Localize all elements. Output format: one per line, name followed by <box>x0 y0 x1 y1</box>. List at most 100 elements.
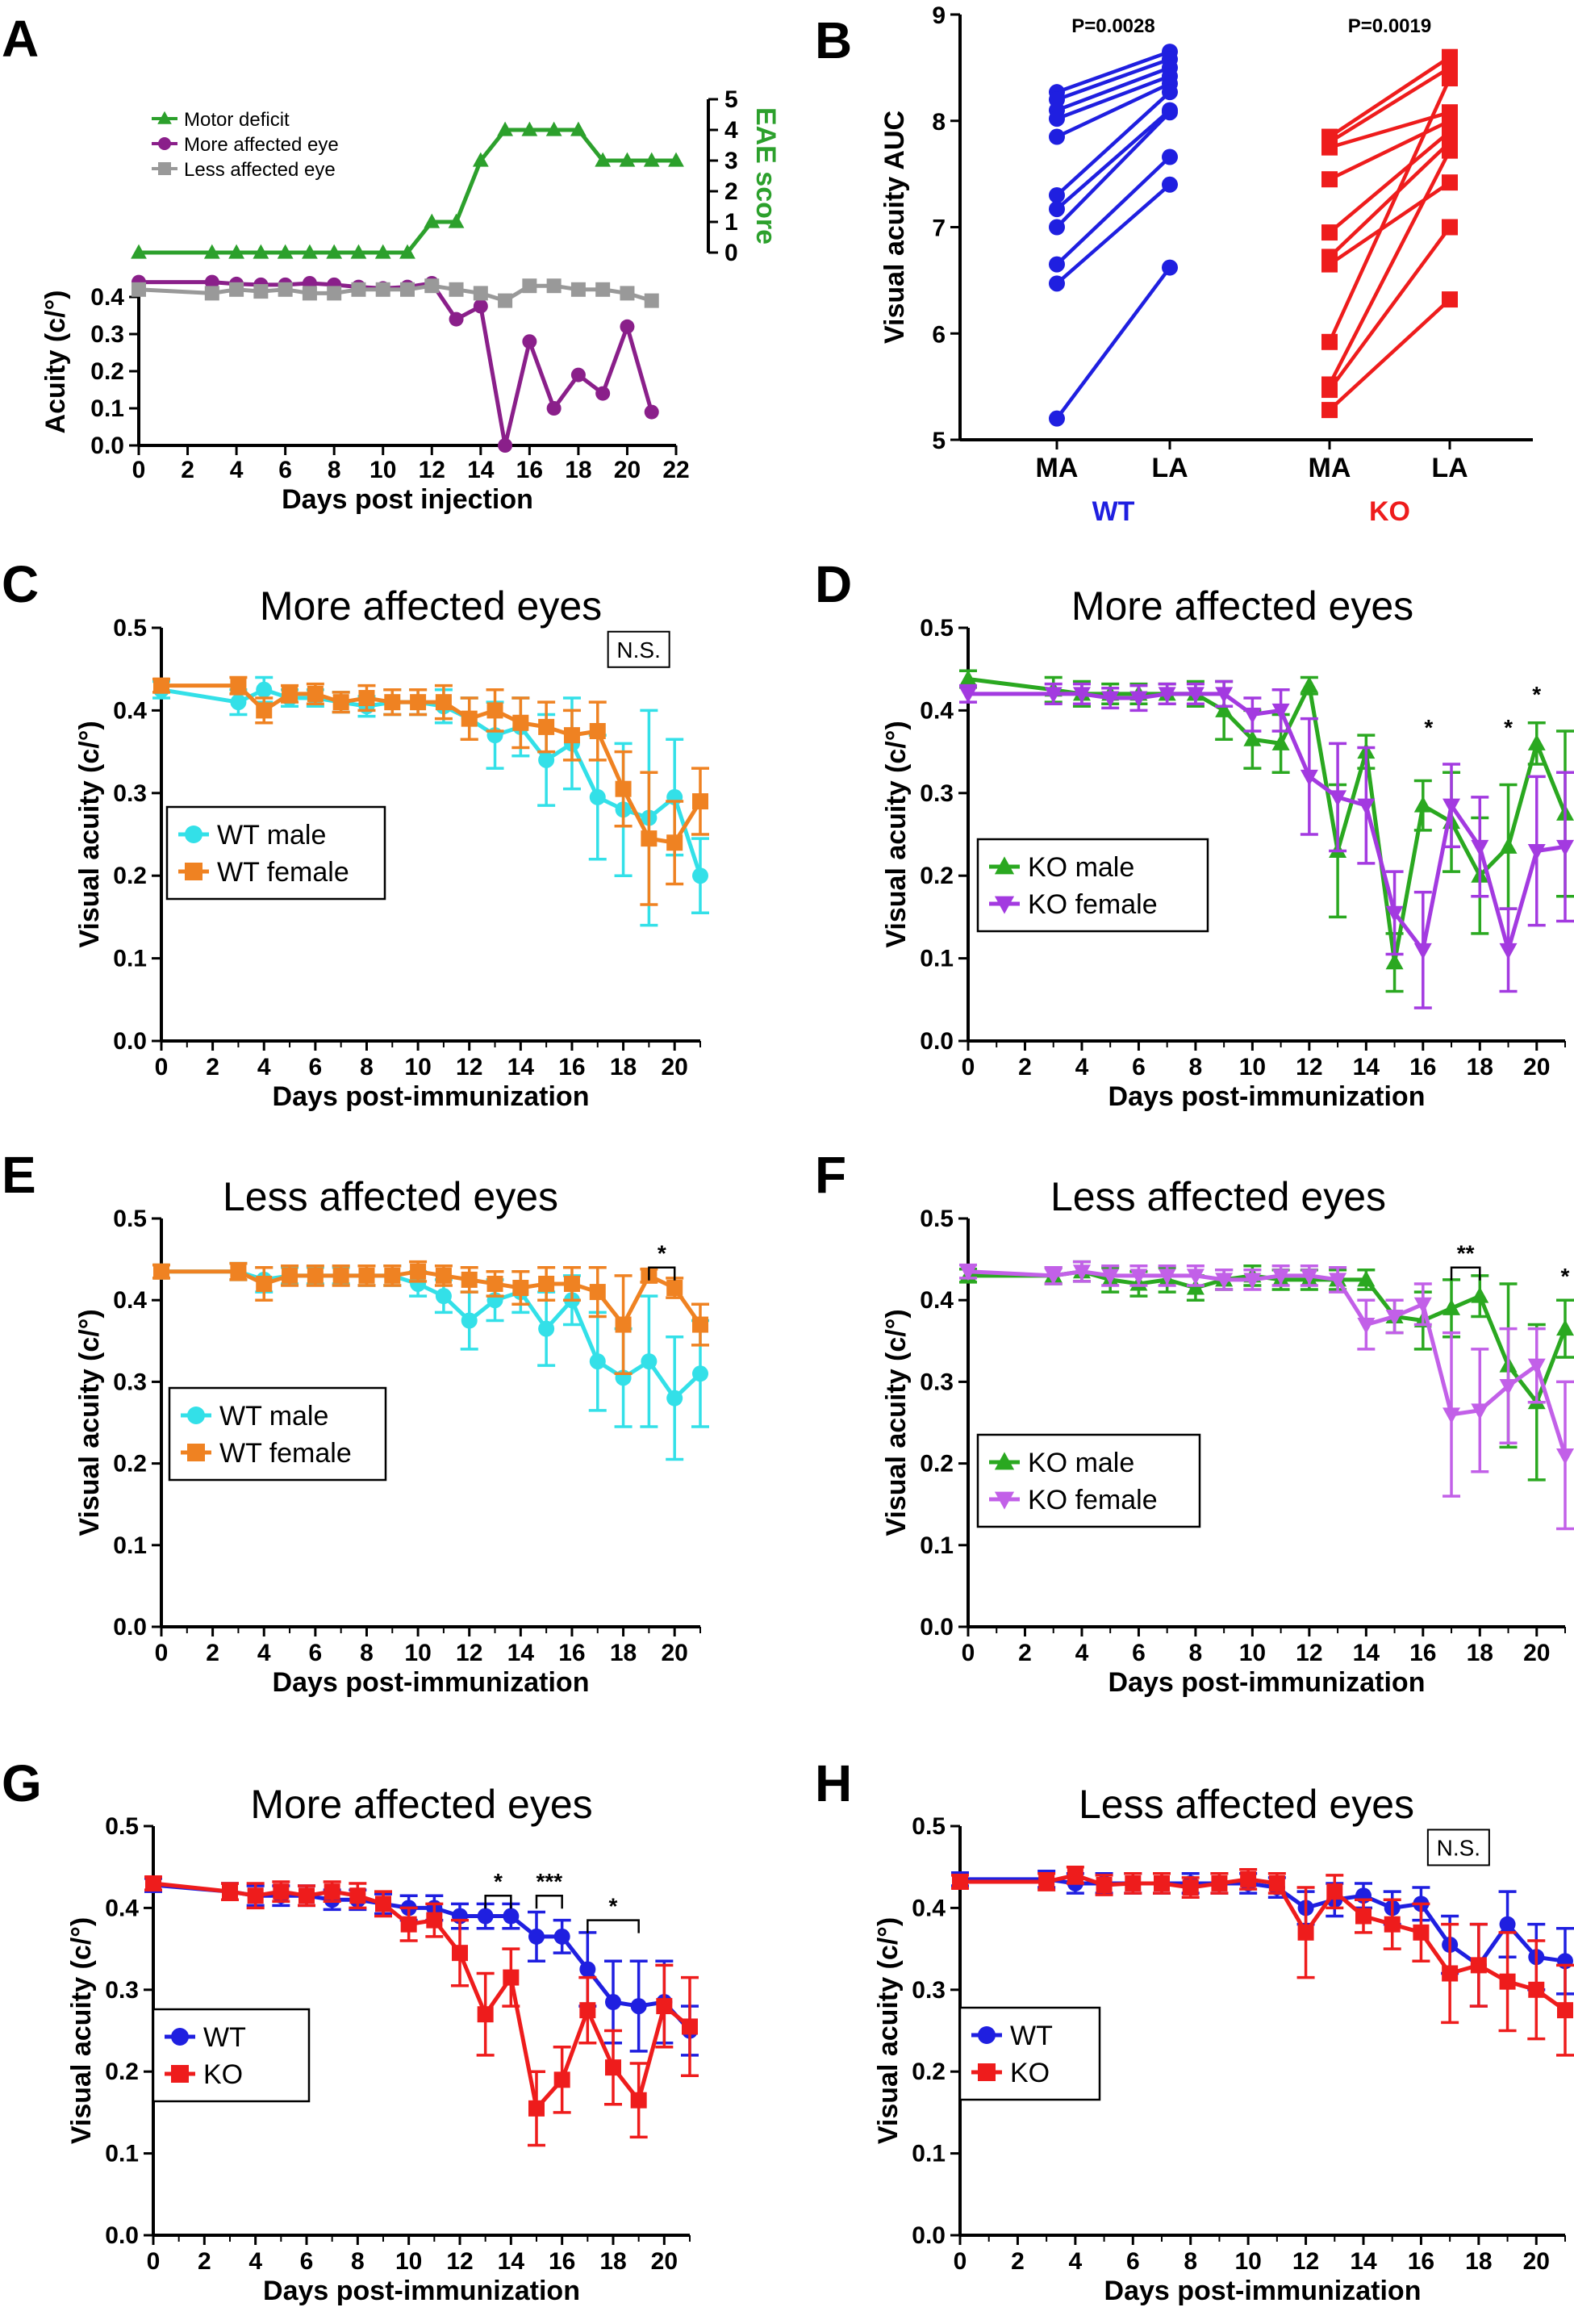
x-tick-label: 16 <box>1408 2248 1434 2275</box>
data-point <box>589 1284 606 1301</box>
data-point <box>1499 1973 1516 1990</box>
series-wt-female <box>152 675 709 906</box>
data-point <box>449 311 464 327</box>
annotation: * <box>1424 715 1433 740</box>
data-point <box>1321 402 1338 419</box>
data-point <box>1329 1273 1347 1289</box>
x-tick-label: 16 <box>558 1054 585 1080</box>
data-point <box>222 1883 238 1900</box>
x-tick-label: 16 <box>1409 1640 1436 1666</box>
data-point <box>538 718 555 735</box>
x-tick-label: 8 <box>1184 2248 1197 2275</box>
paired-line <box>1328 226 1451 391</box>
data-point <box>230 677 247 694</box>
legend-marker <box>171 2065 189 2083</box>
y-tick-label: 0.5 <box>105 1813 139 1840</box>
data-point <box>1162 148 1178 165</box>
annotation: * <box>484 1869 512 1909</box>
panel-E: E Less affected eyes 0 2 4 6 8 10 12 14 16 18 20 0.0 0… <box>2 1146 709 1698</box>
y-tick-label: 0.3 <box>113 780 147 807</box>
data-point <box>1357 798 1376 815</box>
data-point <box>384 1267 401 1284</box>
chart-title: Less affected eyes <box>1050 1174 1386 1219</box>
x-tick-label: 0 <box>155 1054 169 1080</box>
data-point <box>1384 1916 1401 1933</box>
y-tick-label: 0.1 <box>920 946 954 972</box>
data-point <box>641 830 658 847</box>
data-point <box>641 1353 658 1370</box>
x-tick-label: 18 <box>1467 1054 1493 1080</box>
panel-label: B <box>815 11 852 69</box>
paired-line <box>1055 111 1171 229</box>
data-point <box>358 690 375 707</box>
y-tick-label: 0.5 <box>113 615 147 642</box>
data-point <box>132 282 146 297</box>
y-tick-label: 8 <box>932 109 946 136</box>
data-point <box>277 244 294 259</box>
data-point <box>230 1263 247 1280</box>
data-point <box>278 282 293 297</box>
data-point <box>1556 839 1574 856</box>
data-point <box>1470 1957 1487 1974</box>
data-point <box>619 152 636 167</box>
data-point <box>538 1275 555 1292</box>
data-point <box>435 1288 452 1305</box>
paired-line <box>1055 108 1171 211</box>
data-point <box>424 278 440 294</box>
y-tick-label: 0.0 <box>90 433 124 459</box>
y-tick-label: 7 <box>932 215 946 242</box>
data-point <box>1499 837 1518 854</box>
data-point <box>589 1353 606 1370</box>
legend-box <box>152 2008 311 2103</box>
y-tick-label: 0.0 <box>920 1028 954 1055</box>
data-point <box>399 244 415 259</box>
y-tick-label: 0.4 <box>912 1895 946 1921</box>
data-point <box>449 282 464 297</box>
panel-label: A <box>2 10 39 68</box>
y-tick-label: 0.3 <box>920 780 954 807</box>
significance-mark: * <box>494 1869 503 1894</box>
data-point <box>1162 104 1178 121</box>
x-tick-label: 0 <box>954 2248 967 2275</box>
panel-F: F Less affected eyes 0 2 4 6 8 10 12 14 16 18 20 0.0 0… <box>815 1146 1574 1698</box>
data-point <box>324 1883 340 1900</box>
data-point <box>512 1280 529 1297</box>
legend-marker <box>158 162 171 175</box>
y-tick-label: 0.2 <box>90 358 124 385</box>
series-line <box>968 1269 1568 1405</box>
data-point <box>497 121 513 136</box>
significance-bracket <box>587 1919 640 1933</box>
y-tick-label: 0.3 <box>113 1369 147 1395</box>
data-point <box>1154 1875 1170 1891</box>
paired-line <box>1056 57 1171 102</box>
x-tick-label: 8 <box>1189 1054 1203 1080</box>
data-point <box>666 1390 683 1407</box>
x-tick-label: 20 <box>662 1640 688 1666</box>
data-point <box>1158 1269 1176 1285</box>
x-tick-label: 18 <box>1467 1640 1493 1666</box>
data-point <box>358 1267 375 1284</box>
data-point <box>452 1945 468 1962</box>
data-point <box>307 1267 324 1284</box>
data-point <box>1499 1378 1518 1395</box>
significance-mark: *** <box>536 1869 562 1894</box>
paired-line <box>1327 149 1452 386</box>
y-tick-label: 6 <box>932 321 946 348</box>
data-point <box>426 1912 443 1929</box>
chart-title: Less affected eyes <box>1079 1782 1414 1827</box>
x-axis-label: Days post-immunization <box>263 2276 580 2306</box>
data-point <box>1162 176 1178 193</box>
data-point <box>570 282 586 297</box>
data-point <box>1049 186 1065 203</box>
paired-line <box>1328 65 1451 144</box>
data-point <box>1186 1269 1205 1285</box>
y-tick-label: 0.0 <box>920 1614 954 1641</box>
legend-box <box>168 1386 387 1482</box>
x-tick-label: 0 <box>962 1054 975 1080</box>
x-tick-label: 20 <box>614 457 641 483</box>
data-point <box>477 1908 494 1925</box>
legend-label: KO <box>1010 2058 1050 2088</box>
panel-label: E <box>2 1146 36 1204</box>
legend-label: WT male <box>219 1401 328 1432</box>
y-tick-label: 0.3 <box>105 1977 139 2004</box>
